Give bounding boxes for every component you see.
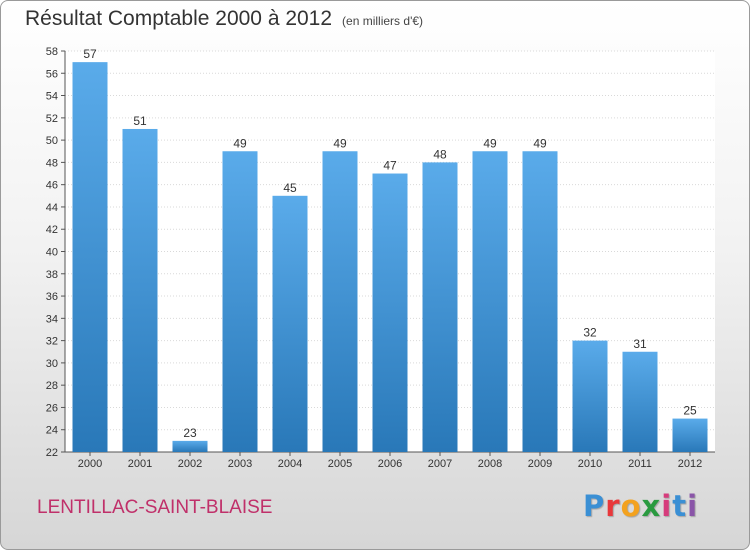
logo-letter-p: P	[583, 489, 606, 523]
data-label: 23	[183, 426, 197, 440]
x-tick-label: 2012	[678, 458, 702, 470]
x-tick-label: 2004	[278, 458, 302, 470]
data-label: 48	[433, 147, 447, 161]
y-tick-label: 38	[46, 269, 58, 281]
data-label: 49	[483, 136, 497, 150]
data-label: 51	[133, 114, 147, 128]
y-tick-label: 30	[46, 358, 58, 370]
data-label: 31	[633, 337, 647, 351]
y-tick-label: 42	[46, 224, 58, 236]
bar	[222, 151, 258, 452]
bar	[372, 173, 408, 452]
data-label: 47	[383, 159, 397, 173]
y-tick-label: 56	[46, 68, 58, 80]
data-label: 49	[333, 136, 347, 150]
y-tick-label: 22	[46, 447, 58, 459]
bar	[322, 151, 358, 452]
y-tick-label: 40	[46, 247, 58, 259]
logo-letter-o: o	[620, 489, 642, 523]
x-tick-label: 2001	[128, 458, 152, 470]
bar	[572, 340, 608, 452]
bar	[72, 62, 108, 453]
bar	[122, 128, 158, 452]
y-tick-label: 58	[46, 46, 58, 58]
logo-letter-t: t	[672, 489, 688, 523]
chart-subtitle: (en milliers d'€)	[342, 14, 424, 28]
y-tick-label: 52	[46, 113, 58, 125]
x-tick-label: 2009	[528, 458, 552, 470]
y-tick-label: 46	[46, 180, 58, 192]
y-tick-label: 48	[46, 157, 58, 169]
proxiti-logo: Proxiti	[583, 489, 698, 523]
y-tick-label: 24	[46, 425, 58, 437]
y-tick-label: 36	[46, 291, 58, 303]
bar	[172, 440, 208, 452]
x-tick-label: 2011	[628, 458, 652, 470]
bar	[672, 418, 708, 452]
bar	[272, 195, 308, 453]
x-tick-label: 2002	[178, 458, 202, 470]
commune-name: LENTILLAC-SAINT-BLAISE	[37, 497, 273, 518]
y-tick-label: 44	[46, 202, 58, 214]
chart-title-text: Résultat Comptable 2000 à 2012	[25, 7, 333, 30]
chart-title: Résultat Comptable 2000 à 2012 (en millie…	[25, 7, 423, 31]
y-tick-label: 54	[46, 91, 58, 103]
bar	[472, 151, 508, 452]
data-label: 32	[583, 326, 597, 340]
data-label: 45	[283, 181, 297, 195]
logo-letter-r: r	[605, 489, 621, 523]
bar	[522, 151, 558, 452]
data-label: 57	[83, 47, 97, 61]
bar	[622, 351, 658, 452]
data-label: 49	[533, 136, 547, 150]
x-tick-label: 2008	[478, 458, 502, 470]
data-label: 25	[683, 404, 697, 418]
logo-letter-i: i	[661, 489, 673, 523]
bar	[422, 162, 458, 452]
logo-letter-i-last: i	[687, 489, 699, 523]
data-label: 49	[233, 136, 247, 150]
x-tick-label: 2000	[78, 458, 102, 470]
y-tick-label: 26	[46, 402, 58, 414]
x-tick-label: 2006	[378, 458, 402, 470]
x-tick-label: 2003	[228, 458, 252, 470]
x-tick-label: 2010	[578, 458, 602, 470]
logo-letter-x: x	[641, 489, 662, 523]
y-tick-label: 28	[46, 380, 58, 392]
x-tick-label: 2007	[428, 458, 452, 470]
x-tick-label: 2005	[328, 458, 352, 470]
y-tick-label: 32	[46, 336, 58, 348]
y-tick-label: 34	[46, 313, 58, 325]
y-tick-label: 50	[46, 135, 58, 147]
